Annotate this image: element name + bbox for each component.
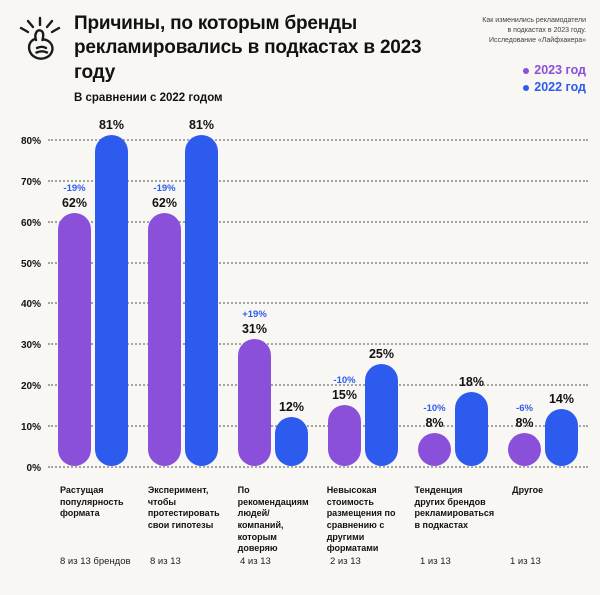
gridline-0% [48, 465, 588, 468]
bar-value-label: 62% [61, 195, 88, 210]
gridline-40% [48, 302, 588, 305]
count-label-3: 4 из 13 [240, 555, 271, 567]
y-axis-tick-70%: 70% [20, 176, 41, 188]
bar-2023 [148, 212, 181, 466]
category-label-5: Тенденция других брендов рекламироваться… [414, 484, 495, 530]
header-right: Как изменились рекламодатели в подкастах… [458, 12, 586, 104]
bar-group-3: +19% 31% 12% [228, 116, 318, 468]
y-axis-tick-50%: 50% [20, 258, 41, 270]
bar-value-label: 25% [368, 346, 395, 361]
bar-value-label: 62% [151, 195, 178, 210]
bar-2022 [545, 408, 578, 466]
snap-hand-icon [19, 16, 61, 60]
y-axis-tick-10%: 10% [20, 422, 41, 434]
bar-value-label: 14% [548, 391, 575, 406]
bar-value-label: 12% [278, 399, 305, 414]
plot-area: 0% 10% 20% 30% 40% 50% 60% 70% 80% -19% 62% 81% -19… [21, 116, 588, 474]
page-subtitle: В сравнении с 2022 годом [74, 91, 223, 104]
bar-2023 [58, 212, 91, 466]
gridline-60% [48, 220, 588, 223]
bar-chart: 0% 10% 20% 30% 40% 50% 60% 70% 80% -19% 62% 81% -19… [0, 116, 600, 474]
bar-value-label: 81% [98, 117, 125, 132]
category-labels-row: Растущая популярность формата Эксперимент… [0, 485, 600, 556]
bar-group-5: -10% 8% 18% [408, 116, 498, 468]
gridline-70% [48, 179, 588, 182]
header: Причины, по которым бренды рекламировали… [0, 0, 600, 104]
category-label-6: Другое [512, 484, 544, 495]
bar-value-label: 8% [425, 415, 444, 430]
bar-column-2022-год: 18% [455, 375, 488, 468]
bar-column-2023-год: +19% 31% [238, 309, 271, 468]
count-label-2: 8 из 13 [150, 555, 181, 567]
gridline-20% [48, 384, 588, 387]
bar-2022 [365, 363, 398, 466]
bar-diff-label: +19% [242, 308, 267, 320]
bar-2023 [508, 432, 541, 466]
bar-column-2023-год: -19% 62% [148, 183, 181, 468]
bar-value-label: 15% [331, 387, 358, 402]
bar-2022 [185, 134, 218, 466]
bar-column-2023-год: -10% 15% [328, 375, 361, 468]
y-axis-tick-80%: 80% [20, 135, 41, 147]
bar-value-label: 81% [188, 117, 215, 132]
bar-group-4: -10% 15% 25% [318, 116, 408, 468]
category-label-4: Невысокая стоимость размещения по сравне… [326, 484, 396, 554]
gridline-30% [48, 343, 588, 346]
bar-column-2023-год: -19% 62% [58, 183, 91, 468]
bar-group-6: -6% 8% 14% [498, 116, 588, 468]
count-label-6: 1 из 13 [510, 555, 541, 567]
title-block: Причины, по которым бренды рекламировали… [74, 12, 458, 104]
gridline-80% [48, 138, 588, 141]
bar-2023 [328, 404, 361, 466]
bar-value-label: 31% [241, 321, 268, 336]
gridline-10% [48, 425, 588, 428]
legend-label: 2023 год [534, 63, 586, 78]
legend-label: 2022 год [534, 80, 586, 95]
y-axis-tick-20%: 20% [20, 381, 41, 393]
bar-2022 [455, 391, 488, 466]
bar-column-2022-год: 14% [545, 392, 578, 468]
counts-row: 8 из 13 брендов 8 из 13 4 из 13 2 из 13 1 из… [0, 556, 600, 568]
bar-2023 [238, 338, 271, 466]
bar-diff-label: -19% [63, 182, 86, 194]
bar-groups: -19% 62% 81% -19% 62% 81% +19% 31% 12% -10% 15% 25%… [48, 116, 588, 468]
count-label-4: 2 из 13 [330, 555, 361, 567]
bar-column-2023-год: -6% 8% [508, 403, 541, 468]
legend-dot-icon [523, 67, 530, 74]
bar-column-2023-год: -10% 8% [418, 403, 451, 468]
bar-2023 [418, 432, 451, 466]
y-axis-tick-60%: 60% [20, 217, 41, 229]
y-axis-tick-30%: 30% [20, 340, 41, 352]
legend-dot-icon [523, 84, 530, 91]
bar-diff-label: -19% [153, 182, 176, 194]
bar-diff-label: -10% [423, 402, 446, 414]
bar-column-2022-год: 25% [365, 347, 398, 468]
legend-item-2022-год: 2022 год [458, 79, 586, 96]
legend: 2023 год 2022 год [458, 62, 586, 96]
gridline-50% [48, 261, 588, 264]
page-title: Причины, по которым бренды рекламировали… [74, 13, 422, 83]
bar-diff-label: -6% [516, 402, 533, 414]
count-label-5: 1 из 13 [420, 555, 451, 567]
bar-2022 [95, 134, 128, 466]
bar-value-label: 18% [458, 374, 485, 389]
bar-column-2022-год: 81% [185, 118, 218, 468]
y-axis-tick-40%: 40% [20, 299, 41, 311]
bar-group-1: -19% 62% 81% [48, 116, 138, 468]
bar-value-label: 8% [515, 415, 534, 430]
category-label-3: По рекомендациям людей/компаний, которым… [237, 484, 309, 554]
category-label-2: Эксперимент, чтобы протестировать свои г… [147, 484, 220, 530]
bar-group-2: -19% 62% 81% [138, 116, 228, 468]
legend-item-2023-год: 2023 год [458, 62, 586, 79]
bar-column-2022-год: 12% [275, 400, 308, 468]
bar-2022 [275, 416, 308, 466]
category-label-1: Растущая популярность формата [60, 484, 124, 519]
bar-diff-label: -10% [333, 374, 356, 386]
bar-column-2022-год: 81% [95, 118, 128, 468]
source-annotation: Как изменились рекламодатели в подкастах… [482, 17, 586, 45]
y-axis-tick-0%: 0% [26, 462, 41, 474]
count-label-1: 8 из 13 брендов [60, 555, 131, 567]
